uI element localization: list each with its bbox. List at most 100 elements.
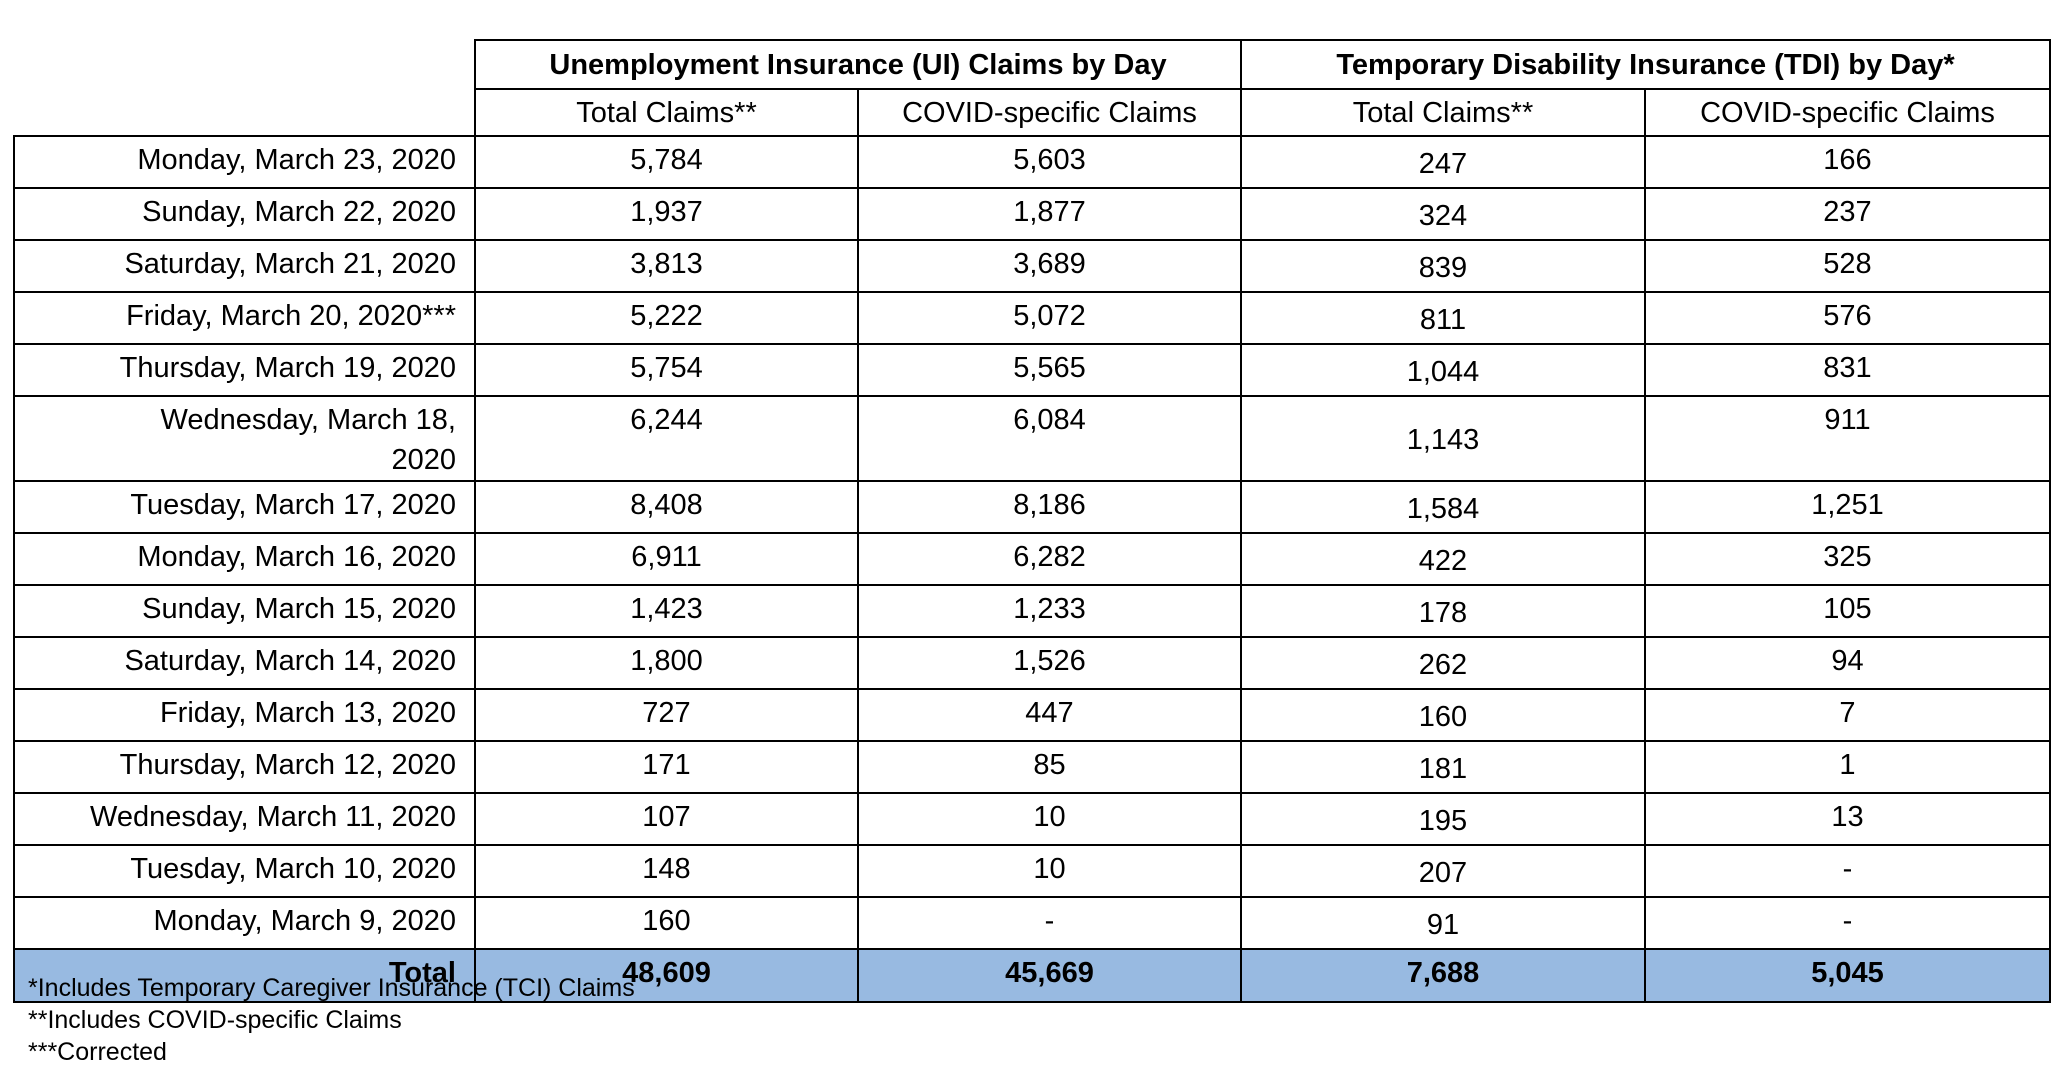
value-cell: 94 xyxy=(1644,636,2051,690)
data-row: Saturday, March 21, 2020 3,813 3,689 839 528 xyxy=(13,239,2051,293)
value-cell: 447 xyxy=(857,688,1242,742)
claims-table: Unemployment Insurance (UI) Claims by Da… xyxy=(13,39,2051,1003)
value-cell: 8,408 xyxy=(474,480,859,534)
value-cell: 91 xyxy=(1240,896,1646,950)
value-cell: 207 xyxy=(1240,844,1646,898)
date-cell: Sunday, March 15, 2020 xyxy=(13,584,476,638)
subheader-row: Total Claims** COVID-specific Claims Total… xyxy=(14,88,2051,137)
total-value: 5,045 xyxy=(1644,948,2051,1003)
value-cell: 10 xyxy=(857,844,1242,898)
value-cell: 1,584 xyxy=(1240,480,1646,534)
value-cell: 839 xyxy=(1240,239,1646,293)
value-cell: 8,186 xyxy=(857,480,1242,534)
data-row: Tuesday, March 17, 2020 8,408 8,186 1,584 1,… xyxy=(13,480,2051,534)
data-row: Friday, March 20, 2020*** 5,222 5,072 811 57… xyxy=(13,291,2051,345)
value-cell: 5,222 xyxy=(474,291,859,345)
footnote: ***Corrected xyxy=(28,1038,167,1066)
value-cell: 5,565 xyxy=(857,343,1242,397)
total-value: 48,609 xyxy=(474,948,859,1003)
data-row: Monday, March 23, 2020 5,784 5,603 247 166 xyxy=(13,135,2051,189)
value-cell: 160 xyxy=(1240,688,1646,742)
blank-cell xyxy=(14,40,475,136)
value-cell: 5,754 xyxy=(474,343,859,397)
value-cell: 148 xyxy=(474,844,859,898)
footnotes: *Includes Temporary Caregiver Insurance … xyxy=(28,972,635,1068)
value-cell: 13 xyxy=(1644,792,2051,846)
value-cell: 528 xyxy=(1644,239,2051,293)
value-cell: 178 xyxy=(1240,584,1646,638)
value-cell: 1,937 xyxy=(474,187,859,241)
value-cell: 247 xyxy=(1240,135,1646,189)
column-header: COVID-specific Claims xyxy=(1644,88,2051,137)
date-cell: Monday, March 16, 2020 xyxy=(13,532,476,586)
value-cell: 166 xyxy=(1644,135,2051,189)
value-cell: 107 xyxy=(474,792,859,846)
value-cell: 171 xyxy=(474,740,859,794)
date-cell: Thursday, March 12, 2020 xyxy=(13,740,476,794)
value-cell: 422 xyxy=(1240,532,1646,586)
value-cell: 262 xyxy=(1240,636,1646,690)
date-cell: Tuesday, March 10, 2020 xyxy=(13,844,476,898)
date-cell: Monday, March 23, 2020 xyxy=(13,135,476,189)
value-cell: - xyxy=(857,896,1242,950)
value-cell: 811 xyxy=(1240,291,1646,345)
date-cell: Saturday, March 21, 2020 xyxy=(13,239,476,293)
value-cell: 160 xyxy=(474,896,859,950)
date-text: Wednesday, March 18, 2020 xyxy=(160,404,456,476)
date-cell: Monday, March 9, 2020 xyxy=(13,896,476,950)
value-cell: 5,603 xyxy=(857,135,1242,189)
data-row: Tuesday, March 10, 2020 148 10 207- xyxy=(13,844,2051,898)
value-cell: 911 xyxy=(1644,395,2051,482)
data-row: Monday, March 9, 2020 160-91- xyxy=(13,896,2051,950)
date-cell: Wednesday, March 18, 2020 xyxy=(13,395,476,482)
value-cell: 6,911 xyxy=(474,532,859,586)
total-value: 45,669 xyxy=(857,948,1242,1003)
value-cell: - xyxy=(1644,844,2051,898)
data-row: Wednesday, March 18, 2020 6,244 6,084 1,143… xyxy=(13,395,2051,482)
value-cell: 10 xyxy=(857,792,1242,846)
value-cell: 1,233 xyxy=(857,584,1242,638)
data-row: Friday, March 13, 2020 727 447 160 7 xyxy=(13,688,2051,742)
value-cell: 1,877 xyxy=(857,187,1242,241)
total-row: Total 48,609 45,669 7,688 5,045 xyxy=(13,948,2051,1003)
value-cell: 237 xyxy=(1644,187,2051,241)
data-row: Thursday, March 19, 2020 5,754 5,565 1,044 8… xyxy=(13,343,2051,397)
total-label: Total xyxy=(13,948,476,1003)
value-cell: 576 xyxy=(1644,291,2051,345)
data-row: Sunday, March 15, 2020 1,423 1,233 178 105 xyxy=(13,584,2051,638)
value-cell: 325 xyxy=(1644,532,2051,586)
date-cell: Friday, March 13, 2020 xyxy=(13,688,476,742)
column-header: Total Claims** xyxy=(1240,88,1646,137)
value-cell: 181 xyxy=(1240,740,1646,794)
data-row: Thursday, March 12, 2020 171 85 181 1 xyxy=(13,740,2051,794)
data-row: Saturday, March 14, 2020 1,800 1,526 262 94 xyxy=(13,636,2051,690)
value-cell: 727 xyxy=(474,688,859,742)
value-cell: 105 xyxy=(1644,584,2051,638)
value-cell: 6,244 xyxy=(474,395,859,482)
value-cell: 7 xyxy=(1644,688,2051,742)
value-cell: 6,282 xyxy=(857,532,1242,586)
footnote: **Includes COVID-specific Claims xyxy=(28,1006,402,1034)
column-header: Total Claims** xyxy=(474,88,859,137)
value-cell: 1,251 xyxy=(1644,480,2051,534)
column-header: COVID-specific Claims xyxy=(857,88,1242,137)
group-header: Temporary Disability Insurance (TDI) by … xyxy=(1240,39,2051,90)
value-cell: 1,143 xyxy=(1240,395,1646,482)
value-cell: 831 xyxy=(1644,343,2051,397)
date-cell: Wednesday, March 11, 2020 xyxy=(13,792,476,846)
value-cell: 3,689 xyxy=(857,239,1242,293)
data-row: Wednesday, March 11, 2020 107 10 195 13 xyxy=(13,792,2051,846)
value-cell: 5,072 xyxy=(857,291,1242,345)
total-value: 7,688 xyxy=(1240,948,1646,1003)
value-cell: - xyxy=(1644,896,2051,950)
group-header: Unemployment Insurance (UI) Claims by Da… xyxy=(474,39,1242,90)
value-cell: 1 xyxy=(1644,740,2051,794)
data-row: Sunday, March 22, 2020 1,937 1,877 324 237 xyxy=(13,187,2051,241)
value-cell: 1,800 xyxy=(474,636,859,690)
value-cell: 3,813 xyxy=(474,239,859,293)
value-cell: 1,423 xyxy=(474,584,859,638)
data-row: Monday, March 16, 2020 6,911 6,282 422 325 xyxy=(13,532,2051,586)
date-cell: Sunday, March 22, 2020 xyxy=(13,187,476,241)
date-cell: Thursday, March 19, 2020 xyxy=(13,343,476,397)
